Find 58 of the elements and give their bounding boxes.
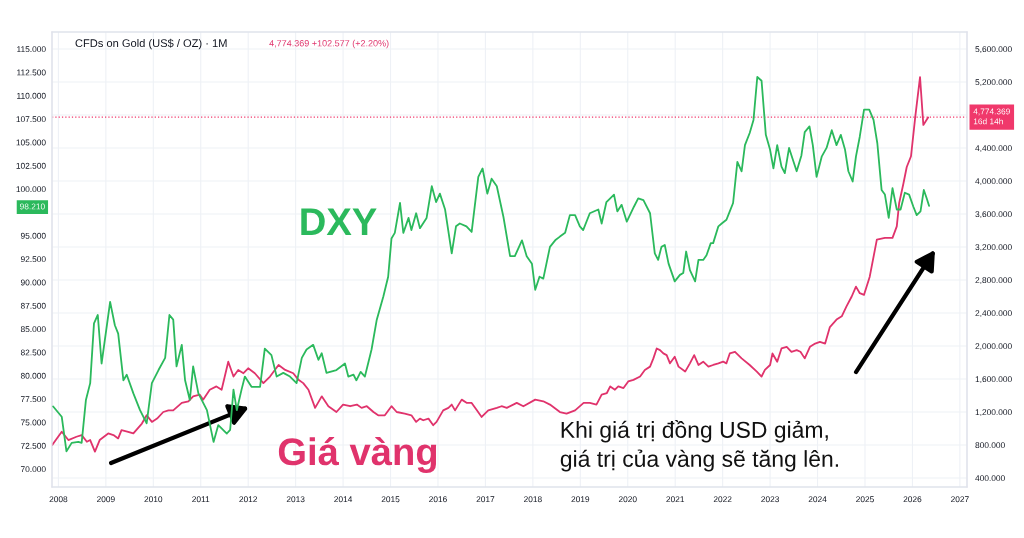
- y-tick-label: 75.000: [20, 419, 46, 426]
- y-tick-label: 102.500: [16, 162, 46, 169]
- x-tick-label: 2013: [286, 496, 305, 503]
- y-tick-label: 85.000: [20, 326, 46, 333]
- x-tick-label: 2023: [761, 496, 779, 503]
- x-tick-label: 2010: [144, 496, 163, 503]
- y-tick-label: 95.000: [20, 232, 46, 239]
- x-tick-label: 2011: [192, 496, 210, 503]
- y2-tick-label: 800.000: [975, 442, 1005, 449]
- y2-tick-label: 3,200.000: [975, 244, 1012, 252]
- x-tick-label: 2022: [713, 496, 732, 503]
- y-tick-label: 110.000: [17, 92, 46, 99]
- x-tick-label: 2015: [381, 496, 400, 503]
- x-tick-label: 2016: [429, 496, 447, 503]
- x-tick-label: 2027: [951, 496, 969, 503]
- y-tick-label: 100.000: [16, 186, 46, 193]
- x-tick-label: 2014: [334, 496, 353, 503]
- y-tick-label: 107.500: [16, 116, 46, 123]
- y2-tick-label: 2,800.000: [975, 277, 1012, 285]
- y2-tick-label: 4,000.000: [975, 178, 1012, 186]
- y2-tick-label: 5,600.000: [975, 46, 1012, 54]
- y-tick-label: 105.000: [16, 139, 46, 146]
- x-tick-label: 2020: [618, 496, 637, 503]
- y-tick-label: 92.500: [20, 256, 46, 263]
- series-label: DXY: [301, 208, 377, 235]
- y2-tick-label: 1,600.000: [975, 376, 1012, 384]
- y2-tick-label: 5,200.000: [975, 79, 1012, 87]
- y-tick-label: 77.500: [20, 396, 46, 403]
- x-tick-label: 2017: [476, 496, 495, 503]
- y-tick-label: 82.500: [20, 349, 46, 356]
- x-tick-label: 2026: [903, 496, 922, 503]
- x-tick-label: 2019: [571, 496, 590, 503]
- y2-tick-label: 3,600.000: [975, 211, 1012, 219]
- x-tick-label: 2009: [97, 496, 115, 503]
- x-tick-label: 2024: [808, 496, 827, 503]
- y-tick-label: 87.500: [20, 302, 46, 309]
- x-tick-label: 2025: [856, 496, 874, 503]
- y-tick-label: 80.000: [20, 372, 46, 379]
- y2-tick-label: 2,000.000: [975, 343, 1012, 351]
- y2-tick-label: 4,400.000: [975, 145, 1012, 153]
- y-tick-label: 115.000: [17, 46, 46, 53]
- y-tick-label: 72.500: [20, 442, 46, 449]
- x-tick-label: 2018: [524, 496, 542, 503]
- x-tick-label: 2012: [239, 496, 258, 503]
- y-tick-label: 112.500: [17, 69, 46, 76]
- annotation: 4,774.369 +102.577 (+2.20%): [269, 39, 389, 49]
- text: 98.210: [20, 203, 45, 210]
- y2-tick-label: 400.000: [975, 475, 1005, 482]
- y2-tick-label: 2,400.000: [975, 310, 1012, 318]
- y-tick-label: 70.000: [20, 466, 46, 473]
- x-tick-label: 2021: [666, 496, 685, 503]
- y-tick-label: 90.000: [20, 279, 46, 286]
- annotation: Khi giá trị đồng USD giảm, giá trị của vàng sẽ tăng lên.: [560, 420, 838, 472]
- series-label: Giá vàng: [278, 436, 437, 474]
- text: CFDs on Gold (US$ / OZ) · 1M: [75, 38, 227, 50]
- y2-tick-label: 1,200.000: [975, 409, 1012, 417]
- ref-line-label: 4,774.369 16d 14h: [973, 108, 1010, 125]
- x-tick-label: 2008: [49, 496, 68, 503]
